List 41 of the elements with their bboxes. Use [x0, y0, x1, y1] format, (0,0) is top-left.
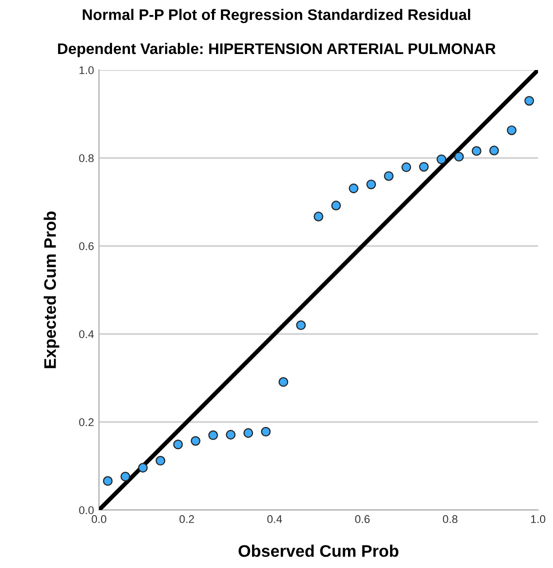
point	[278, 377, 288, 387]
y-tick-label: 0.4	[79, 330, 94, 338]
point	[436, 154, 446, 164]
point	[102, 476, 113, 486]
x-tick-label: 0.4	[267, 515, 282, 524]
point	[120, 472, 130, 482]
x-tick-label: 0.8	[442, 515, 458, 524]
x-tick-label: 0.2	[180, 515, 194, 524]
point	[226, 430, 236, 440]
x-axis-title: Observed Cum Prob	[238, 544, 398, 557]
y-tick-label: 0.8	[79, 154, 94, 162]
point	[454, 152, 464, 162]
y-tick-label: 0.0	[79, 506, 94, 514]
point	[243, 428, 254, 438]
point	[208, 430, 218, 440]
point	[156, 456, 166, 466]
point	[138, 462, 148, 473]
point	[296, 320, 306, 330]
x-tick-label: 0.0	[92, 515, 106, 524]
x-tick-label: 1.0	[531, 515, 546, 524]
point	[173, 440, 183, 450]
y-axis-title: Expected Cum Prob	[44, 211, 60, 368]
point	[401, 162, 412, 172]
point	[260, 426, 271, 437]
point	[489, 146, 499, 156]
point	[419, 162, 429, 172]
point	[524, 96, 534, 106]
y-tick-label: 0.6	[79, 242, 94, 250]
x-tick-label: 0.6	[355, 515, 370, 524]
chart-subtitle: Dependent Variable: HIPERTENSION ARTERIAL PULMONAR	[58, 42, 496, 58]
y-tick-label: 0.2	[79, 418, 94, 426]
y-tick-label: 1.0	[80, 66, 94, 74]
point	[384, 171, 394, 181]
point	[472, 146, 482, 156]
point	[348, 184, 358, 194]
point	[506, 125, 516, 136]
point	[314, 212, 324, 222]
point	[190, 436, 200, 446]
point	[366, 180, 376, 190]
chart-title: Normal P-P Plot of Regression Standardized Residual	[82, 8, 470, 24]
point	[331, 200, 341, 210]
